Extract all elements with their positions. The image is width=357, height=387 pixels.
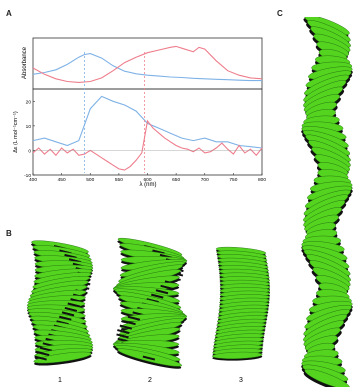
panel-c-letter: C bbox=[277, 9, 283, 18]
helix-model-1 bbox=[26, 240, 94, 366]
disc-groove bbox=[160, 284, 173, 290]
absorbance-axis-label: Absorbance bbox=[22, 46, 28, 79]
y-tick-label: 10 bbox=[26, 124, 32, 130]
cd-plot-frame bbox=[32, 88, 263, 176]
disc-groove bbox=[123, 320, 136, 326]
wavelength-axis-label: λ (nm) bbox=[140, 182, 157, 188]
x-tick-label: 450 bbox=[58, 177, 66, 183]
disc-groove bbox=[152, 249, 165, 255]
disc-groove bbox=[127, 315, 141, 321]
ribbon-segment bbox=[304, 368, 350, 387]
panel-b-letter: B bbox=[6, 229, 12, 238]
disc-groove bbox=[142, 355, 156, 361]
panel-b-helices: 1 2 3 bbox=[26, 237, 270, 384]
panel-c-ribbon bbox=[301, 17, 353, 387]
helix-label-1: 1 bbox=[58, 377, 62, 384]
absorbance-line-blue bbox=[32, 53, 262, 82]
cd-axis-label: Δε (L mol⁻¹cm⁻¹) bbox=[13, 111, 19, 153]
x-tick-label: 650 bbox=[172, 177, 180, 183]
x-tick-label: 800 bbox=[258, 177, 266, 183]
disc-groove bbox=[61, 311, 75, 317]
disc-groove bbox=[119, 324, 133, 330]
disc bbox=[33, 351, 92, 364]
disc-groove bbox=[155, 289, 169, 295]
disc-groove bbox=[146, 298, 159, 304]
helix-label-2: 2 bbox=[148, 377, 152, 384]
panel-a-letter: A bbox=[6, 9, 12, 18]
x-tick-label: 500 bbox=[86, 177, 94, 183]
y-tick-label: 0 bbox=[28, 148, 31, 154]
x-tick-label: 750 bbox=[229, 177, 237, 183]
helix-label-3: 3 bbox=[239, 377, 243, 384]
y-tick-label: 20 bbox=[26, 99, 32, 105]
helix-model-3 bbox=[212, 246, 270, 361]
disc bbox=[212, 351, 263, 359]
disc-groove bbox=[117, 329, 130, 335]
disc-groove bbox=[67, 302, 80, 308]
helix-model-2 bbox=[112, 237, 188, 369]
disc-groove bbox=[151, 293, 164, 299]
disc-groove bbox=[39, 346, 53, 352]
x-tick-label: 550 bbox=[115, 177, 123, 183]
x-tick-label: 700 bbox=[201, 177, 209, 183]
disc-groove bbox=[36, 351, 50, 357]
disc-groove bbox=[59, 315, 72, 321]
panel-a-chart: Absorbance Δε (L mol⁻¹cm⁻¹) λ (nm) 400 45… bbox=[13, 37, 266, 188]
disc-groove bbox=[64, 306, 78, 312]
x-tick-label: 600 bbox=[143, 177, 151, 183]
absorbance-line-red bbox=[32, 45, 263, 83]
disc-groove bbox=[116, 333, 129, 339]
y-tick-label: -10 bbox=[24, 173, 31, 179]
x-tick-label: 400 bbox=[29, 177, 37, 183]
disc-groove bbox=[34, 355, 47, 361]
